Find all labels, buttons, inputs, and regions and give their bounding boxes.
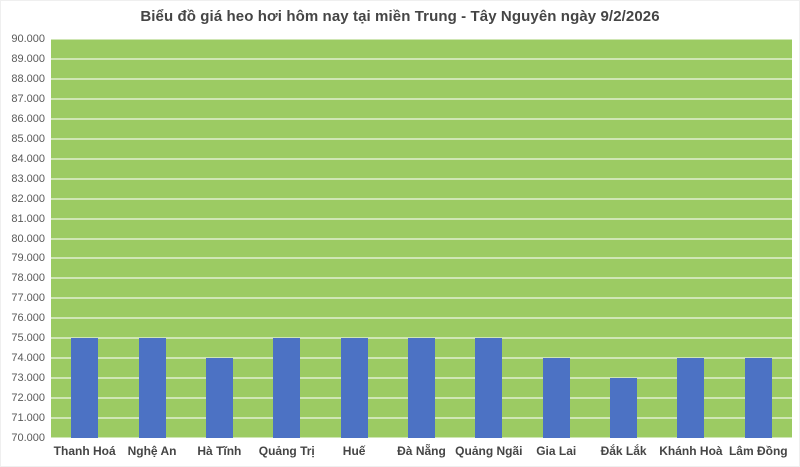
y-tick-label: 88.000 [11, 72, 45, 85]
y-tick-label: 72.000 [11, 392, 45, 405]
bar-huế [340, 338, 368, 438]
bar-đà-nẵng [408, 338, 435, 438]
gridline [51, 437, 792, 439]
bar-thanh-hoá [71, 338, 99, 438]
gridline [51, 317, 792, 320]
gridline [51, 117, 792, 120]
y-tick-label: 81.000 [11, 212, 45, 225]
y-tick-label: 84.000 [11, 152, 45, 165]
x-tick-label: Thanh Hoá [53, 444, 116, 458]
y-tick-label: 76.000 [11, 312, 45, 325]
y-tick-label: 73.000 [11, 372, 45, 385]
gridline [51, 197, 792, 200]
gridline [51, 137, 792, 140]
x-tick-label: Đà Nẵng [397, 444, 446, 458]
bar-gia-lai [542, 358, 570, 438]
x-tick-label: Quảng Trị [258, 444, 315, 458]
gridline [51, 217, 792, 220]
gridline [51, 38, 792, 40]
x-tick-label: Đắk Lắk [600, 444, 647, 458]
bar-nghệ-an [138, 338, 166, 438]
y-tick-label: 74.000 [11, 352, 45, 365]
bar-đắk-lắk [610, 378, 638, 438]
gridline [51, 97, 792, 100]
gridline [51, 57, 792, 60]
y-tick-label: 86.000 [11, 112, 45, 125]
bar-quảng-trị [273, 338, 301, 438]
bar-khánh-hoà [677, 358, 705, 438]
x-tick-label: Nghệ An [127, 444, 177, 458]
x-tick-label: Gia Lai [536, 444, 577, 458]
bar-lâm-đồng [744, 358, 772, 438]
gridline [51, 77, 792, 80]
x-tick-label: Khánh Hoà [659, 444, 723, 458]
chart-title: Biểu đồ giá heo hơi hôm nay tại miền Tru… [140, 8, 660, 25]
gridline [51, 277, 792, 280]
x-tick-label: Quảng Ngãi [455, 444, 523, 458]
y-tick-label: 87.000 [11, 92, 45, 105]
gridline [51, 177, 792, 180]
y-tick-label: 85.000 [11, 132, 45, 145]
gridline [51, 157, 792, 160]
y-tick-label: 79.000 [11, 252, 45, 265]
y-tick-label: 80.000 [11, 232, 45, 245]
y-tick-label: 71.000 [11, 412, 45, 425]
y-tick-label: 83.000 [11, 172, 45, 185]
plot-area [51, 38, 792, 439]
y-tick-label: 90.000 [11, 33, 45, 45]
x-tick-label: Huế [342, 444, 366, 458]
y-tick-label: 89.000 [11, 52, 45, 65]
x-tick-label: Hà Tĩnh [197, 444, 242, 458]
bar-quảng-ngãi [475, 338, 503, 438]
y-tick-label: 70.000 [11, 432, 45, 444]
y-tick-label: 82.000 [11, 192, 45, 205]
x-tick-label: Lâm Đồng [728, 444, 788, 458]
gridline [51, 297, 792, 300]
gridline [51, 237, 792, 240]
y-tick-label: 75.000 [11, 332, 45, 345]
y-tick-label: 78.000 [11, 272, 45, 285]
gridline [51, 257, 792, 260]
y-tick-label: 77.000 [11, 292, 45, 305]
bar-hà-tĩnh [205, 358, 233, 438]
